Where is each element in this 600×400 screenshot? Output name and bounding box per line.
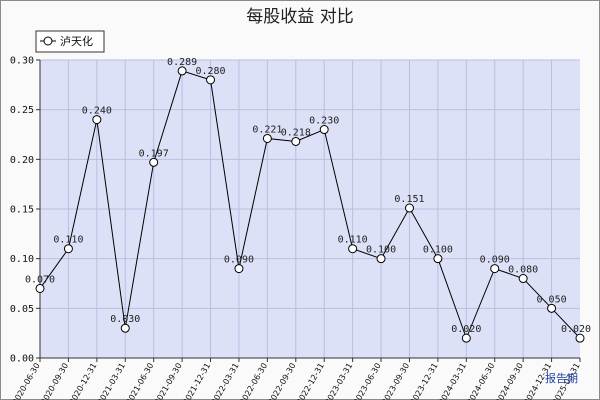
x-tick-label: 2021-03-31	[96, 362, 127, 400]
data-point	[35, 283, 45, 293]
y-axis: 0.00 0.05 0.10 0.15 0.20 0.25 0.30	[10, 56, 40, 365]
x-tick-label: 2022-09-30	[266, 362, 297, 400]
data-label: 0.280	[195, 66, 225, 77]
data-label: 0.110	[338, 235, 368, 246]
x-tick-label: 2024-03-31	[437, 362, 468, 400]
data-label: 0.289	[167, 57, 197, 68]
x-tick-label: 2021-06-30	[124, 362, 155, 400]
data-label: 0.110	[53, 235, 83, 246]
data-label: 0.020	[561, 324, 591, 335]
chart-title: 每股收益 对比	[246, 7, 353, 27]
x-tick-label: 2024-09-30	[494, 362, 525, 400]
legend: 泸天化	[35, 30, 105, 53]
data-point	[376, 254, 386, 264]
data-point	[63, 244, 73, 254]
y-tick-label: 0.10	[10, 254, 34, 265]
data-point	[319, 125, 329, 135]
x-tick-label: 2022-03-31	[210, 362, 241, 400]
y-tick-label: 0.05	[10, 304, 34, 315]
data-point	[291, 136, 301, 146]
x-tick-label: 2023-12-31	[409, 362, 440, 400]
grid-lines	[40, 59, 580, 358]
y-tick-label: 0.25	[10, 105, 34, 116]
data-point	[433, 254, 443, 264]
y-tick-label: 0.00	[10, 354, 34, 365]
legend-box	[35, 30, 105, 53]
data-label: 0.230	[309, 116, 339, 127]
data-label: 0.050	[537, 294, 567, 305]
x-axis: 2020-06-302020-09-302020-12-312021-03-31…	[11, 358, 582, 400]
data-point	[547, 303, 557, 313]
x-tick-label: 2022-12-31	[295, 362, 326, 400]
x-tick-label: 2020-06-30	[11, 362, 42, 400]
y-tick-label: 0.20	[10, 155, 34, 166]
x-axis-caption: 报告期	[545, 371, 578, 385]
data-point	[206, 75, 216, 85]
data-label: 0.090	[224, 255, 254, 266]
x-tick-label: 2023-06-30	[352, 362, 383, 400]
data-label: 0.020	[451, 324, 481, 335]
series-line-luthianhua	[39, 70, 581, 340]
data-label: 0.240	[82, 106, 112, 117]
legend-marker-icon	[43, 36, 53, 46]
data-point	[404, 203, 414, 213]
data-point	[490, 264, 500, 274]
x-tick-label: 2023-09-30	[380, 362, 411, 400]
data-label: 0.197	[139, 148, 169, 159]
data-label: 0.221	[252, 124, 282, 135]
data-label: 0.100	[423, 245, 453, 256]
data-point	[461, 333, 471, 343]
x-tick-label: 2022-06-30	[238, 362, 269, 400]
x-tick-label: 2021-09-30	[153, 362, 184, 400]
data-label: 0.070	[25, 274, 55, 285]
data-point	[177, 66, 187, 76]
x-tick-label: 2024-06-30	[465, 361, 496, 400]
data-label: 0.090	[480, 255, 510, 266]
y-tick-label: 0.15	[10, 205, 34, 216]
x-tick-label: 2020-09-30	[39, 362, 70, 400]
x-tick-label: 2021-12-31	[181, 362, 212, 400]
data-point	[234, 264, 244, 274]
x-tick-label: 2023-03-31	[323, 362, 354, 400]
data-label: 0.100	[366, 245, 396, 256]
data-label: 0.151	[394, 194, 424, 205]
data-point	[262, 133, 272, 143]
data-label: 0.218	[281, 127, 311, 138]
data-point	[348, 244, 358, 254]
data-point	[518, 274, 528, 284]
data-point	[575, 333, 585, 343]
x-tick-label: 2020-12-31	[68, 362, 99, 400]
data-label: 0.080	[508, 265, 538, 276]
data-point	[149, 157, 159, 167]
series-points	[35, 66, 585, 343]
y-tick-label: 0.30	[10, 56, 34, 67]
legend-label: 泸天化	[60, 34, 93, 48]
data-point	[120, 323, 130, 333]
data-label: 0.030	[110, 314, 140, 325]
data-point	[92, 115, 102, 125]
